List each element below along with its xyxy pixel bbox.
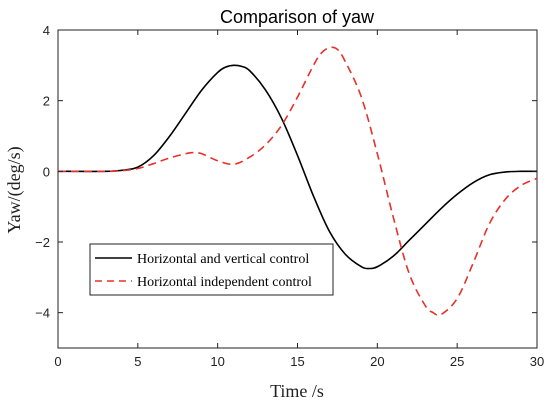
x-tick-label: 15 [290, 354, 304, 369]
legend-box [89, 243, 334, 296]
legend-label-horizontal-and-vertical: Horizontal and vertical control [137, 252, 309, 267]
series-layer [57, 46, 538, 317]
y-tick-label: 0 [43, 164, 50, 179]
x-tick-label: 10 [210, 354, 224, 369]
legend-label-horizontal-independent: Horizontal independent control [137, 275, 312, 290]
y-tick-label: 4 [43, 23, 50, 38]
series-line-0 [57, 64, 538, 270]
x-tick-label: 20 [370, 354, 384, 369]
y-tick-label: −4 [35, 306, 50, 321]
x-tick-label: 5 [134, 354, 141, 369]
legend: Horizontal and vertical control Horizont… [89, 243, 334, 296]
y-tick-label: −2 [35, 235, 50, 250]
chart-title: Comparison of yaw [220, 7, 375, 27]
x-axis-label: Time /s [270, 381, 324, 401]
y-axis-label: Yaw/(deg/s) [4, 146, 25, 233]
y-tick-label: 2 [43, 94, 50, 109]
x-tick-label: 30 [530, 354, 544, 369]
x-tick-label: 25 [450, 354, 464, 369]
tick-layer: 0 5 10 15 20 25 30 −4 −2 0 2 4 [35, 23, 544, 369]
series-line-1 [57, 46, 538, 317]
x-tick-label: 0 [54, 354, 61, 369]
